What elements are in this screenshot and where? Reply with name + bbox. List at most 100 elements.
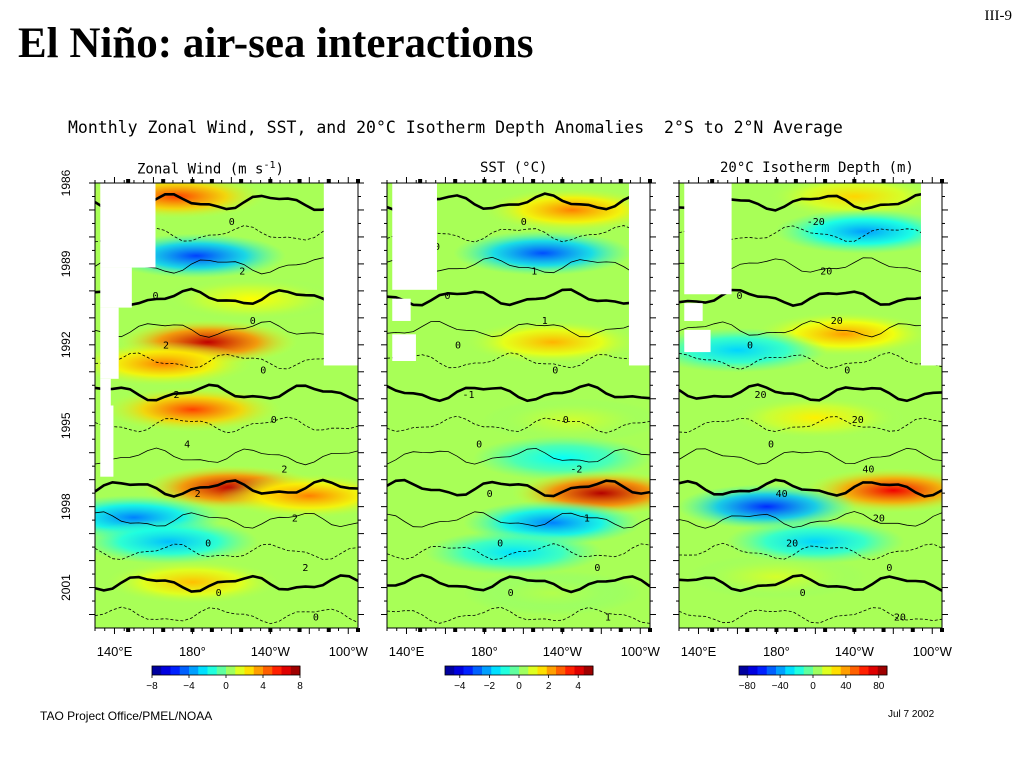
x-tick-label: 100°W — [913, 644, 953, 659]
anomaly-mark-1-7 — [424, 530, 604, 575]
station-marker-top — [910, 179, 915, 183]
contour-label-2-13: 20 — [873, 514, 885, 525]
station-marker-bottom — [560, 628, 565, 632]
station-marker-top — [190, 179, 195, 183]
colorbar-tick-label: −8 — [146, 681, 158, 692]
colorbar-swatch — [785, 666, 795, 675]
contour-label-2-11: 40 — [862, 464, 874, 475]
contour-line-1-5 — [387, 352, 650, 369]
station-marker-bottom — [356, 628, 360, 632]
colorbar-tick-label: 4 — [575, 681, 581, 692]
x-tick-label: 140°E — [97, 644, 133, 659]
station-marker-bottom — [710, 628, 715, 632]
colorbar-swatch — [216, 666, 227, 675]
contour-label-1-12: 0 — [487, 489, 493, 500]
contour-label-2-16: 0 — [800, 588, 806, 599]
y-tick-label: 1998 — [59, 493, 73, 520]
station-marker-top — [297, 179, 302, 183]
colorbar-swatch — [859, 666, 869, 675]
colorbar-swatch — [757, 666, 768, 675]
contour-label-2-17: 20 — [894, 613, 906, 624]
station-marker-top — [161, 179, 166, 183]
contour-line-0-9 — [95, 478, 358, 498]
contour-line-0-10 — [95, 511, 358, 529]
colorbar-swatch — [877, 666, 888, 675]
contour-label-0-16: 0 — [216, 588, 222, 599]
station-marker-top — [560, 179, 565, 183]
footer-date: Jul 7 2002 — [888, 709, 935, 720]
contour-line-1-1 — [387, 225, 650, 243]
contour-label-0-15: 2 — [302, 563, 308, 574]
contour-line-2-4 — [679, 320, 942, 338]
colorbar-swatch — [831, 666, 842, 675]
contour-label-1-1: 0 — [521, 217, 527, 228]
contour-line-0-12 — [95, 574, 358, 593]
colorbar-swatch — [556, 666, 566, 675]
contour-label-2-4: 0 — [736, 291, 742, 302]
station-marker-top — [745, 179, 750, 183]
contour-label-0-3: 2 — [239, 267, 245, 278]
colorbar-swatch — [840, 666, 851, 675]
anomaly-mark-0-6 — [219, 473, 358, 519]
contour-label-1-3: 1 — [531, 267, 537, 278]
panel-frame-1 — [386, 182, 651, 629]
station-marker-bottom — [940, 628, 944, 632]
contour-line-0-7 — [95, 416, 358, 434]
panel-title-zonal-wind-sup: -1 — [263, 160, 276, 171]
panel-title-zonal-wind-text: Zonal Wind (m s — [137, 161, 264, 178]
station-marker-top — [209, 179, 214, 183]
anomaly-mark-0-9 — [102, 559, 282, 605]
contour-label-1-15: 0 — [594, 563, 600, 574]
y-tick-label: 1989 — [59, 250, 73, 277]
y-tick-label: 1995 — [59, 412, 73, 439]
contour-label-0-13: 2 — [292, 514, 298, 525]
colorbar-swatch — [537, 666, 548, 675]
station-marker-top — [531, 179, 536, 183]
contour-line-0-11 — [95, 543, 358, 560]
station-marker-top — [793, 179, 798, 183]
missing-data-region-2-0 — [684, 183, 732, 295]
colorbar-swatch — [519, 666, 529, 675]
station-marker-top — [501, 179, 506, 183]
station-marker-top — [239, 179, 244, 183]
station-marker-bottom — [589, 628, 594, 632]
colorbar-swatch — [546, 666, 557, 675]
contour-label-2-7: 0 — [844, 365, 850, 376]
contour-line-1-6 — [387, 383, 650, 403]
contour-line-2-12 — [679, 573, 942, 593]
contour-label-0-5: 0 — [250, 316, 256, 327]
anomaly-mark-0-8 — [95, 519, 259, 564]
contour-label-1-17: 1 — [605, 613, 611, 624]
contour-label-0-17: 0 — [313, 613, 319, 624]
contour-line-2-10 — [679, 511, 942, 529]
colorbar-swatch — [500, 666, 511, 675]
contour-label-1-13: 1 — [584, 514, 590, 525]
contour-line-0-3 — [95, 287, 358, 308]
station-marker-top — [589, 179, 594, 183]
contour-label-2-3: 20 — [820, 267, 832, 278]
contour-label-1-5: 1 — [542, 316, 548, 327]
x-tick-label: 140°W — [543, 644, 583, 659]
contour-line-0-8 — [95, 447, 358, 466]
contour-label-2-10: 0 — [768, 440, 774, 451]
contour-label-2-1: -20 — [807, 217, 825, 228]
station-marker-bottom — [418, 628, 423, 632]
colorbar-swatch — [850, 666, 860, 675]
anomaly-mark-2-3 — [679, 327, 827, 373]
missing-data-region-1-3 — [628, 183, 650, 366]
station-marker-bottom — [126, 628, 131, 632]
x-tick-label: 140°E — [389, 644, 425, 659]
station-marker-bottom — [774, 628, 779, 632]
y-tick-label: 1992 — [59, 331, 73, 358]
colorbar-swatch — [207, 666, 218, 675]
colorbar-swatch — [491, 666, 501, 675]
contour-label-1-16: 0 — [508, 588, 514, 599]
contour-line-2-6 — [679, 383, 942, 403]
contour-line-1-3 — [387, 288, 650, 307]
station-marker-bottom — [297, 628, 302, 632]
colorbar-swatch — [244, 666, 255, 675]
contour-label-0-10: 4 — [184, 440, 190, 451]
anomaly-mark-0-3 — [95, 341, 253, 386]
station-marker-bottom — [793, 628, 798, 632]
station-marker-top — [356, 179, 360, 183]
